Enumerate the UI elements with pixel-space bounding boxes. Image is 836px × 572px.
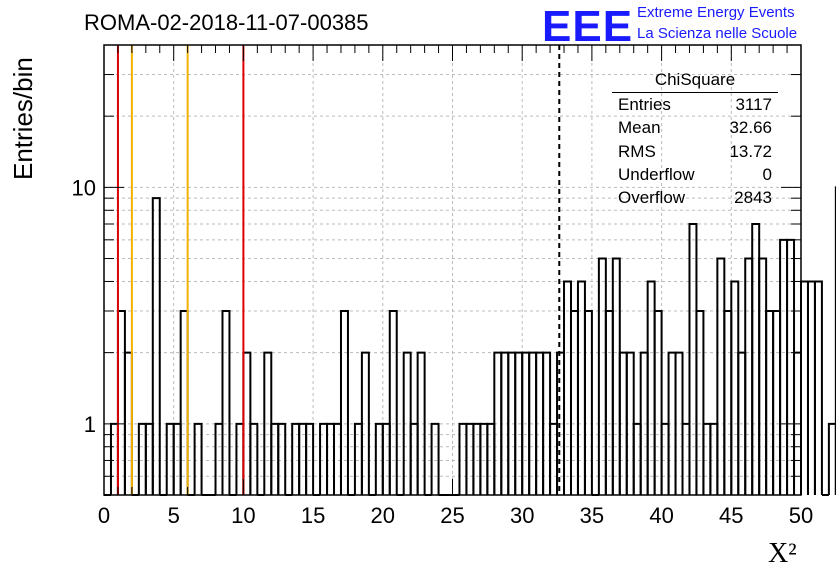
histogram-bar: [730, 280, 740, 495]
histogram-bar: [360, 351, 370, 495]
axis-ticks: [103, 44, 802, 496]
histogram-bar: [597, 257, 607, 495]
histogram-bar: [758, 257, 768, 495]
eee-logo: EEE: [542, 2, 634, 51]
histogram-bar: [716, 257, 726, 495]
y-tick-label: 10: [72, 175, 96, 200]
histogram-bar: [416, 351, 426, 495]
histogram-bar: [751, 222, 761, 495]
histogram-bar: [646, 280, 656, 495]
stats-box: ChiSquare Entries 3117 Mean 32.66 RMS 13…: [612, 70, 778, 209]
histogram-bar: [563, 280, 572, 495]
x-tick-label: 50: [789, 503, 813, 528]
histogram-bar: [827, 422, 836, 495]
stats-row-overflow: Overflow 2843: [612, 186, 778, 209]
tick-labels: 0 5 10 15 20 25 30 35 40 45 50 1 10: [72, 175, 814, 528]
brand-line-1: Extreme Energy Events: [637, 4, 795, 21]
stats-label: Underflow: [618, 164, 695, 184]
histogram-bar: [179, 310, 189, 495]
histogram-bar: [388, 310, 398, 495]
histogram-bar: [277, 422, 287, 495]
x-tick-label: 40: [649, 503, 673, 528]
histogram-bar: [688, 222, 698, 495]
histogram-bar: [604, 310, 614, 495]
histogram-bar: [813, 280, 823, 495]
stats-row-mean: Mean 32.66: [612, 116, 778, 139]
histogram-bar: [744, 257, 754, 495]
histogram-bar: [779, 238, 789, 495]
histogram-bar: [116, 310, 126, 495]
x-tick-label: 5: [168, 503, 180, 528]
histogram-bar: [806, 280, 816, 495]
x-tick-label: 10: [231, 503, 255, 528]
histogram-bar: [723, 310, 733, 495]
histogram-bar: [305, 422, 315, 495]
chart-title: ROMA-02-2018-11-07-00385: [84, 10, 369, 35]
histogram-bar: [569, 310, 579, 495]
stats-value: 0: [762, 164, 772, 184]
stats-row-entries: Entries 3117: [612, 93, 778, 116]
histogram-bar: [765, 310, 775, 495]
stats-row-underflow: Underflow 0: [612, 163, 778, 186]
histogram-bar: [695, 310, 705, 495]
stats-label: RMS: [618, 141, 656, 161]
brand-line-2: La Scienza nelle Scuole: [637, 25, 798, 42]
histogram-bar: [151, 197, 161, 495]
x-tick-label: 15: [301, 503, 325, 528]
histogram-bar: [611, 257, 621, 495]
histogram-bar: [249, 422, 259, 495]
x-tick-label: 0: [98, 503, 110, 528]
stats-row-rms: RMS 13.72: [612, 140, 778, 163]
histogram-bar: [800, 280, 809, 495]
stats-label: Entries: [618, 95, 671, 114]
histogram-bar: [786, 238, 796, 495]
stats-value: 32.66: [729, 118, 772, 138]
histogram-bar: [653, 310, 663, 495]
stats-label: Mean: [618, 118, 661, 138]
x-tick-label: 25: [440, 503, 464, 528]
stats-title: ChiSquare: [612, 70, 778, 93]
histogram-bar: [193, 422, 203, 495]
x-tick-label: 35: [580, 503, 604, 528]
stats-label: Overflow: [618, 188, 686, 208]
y-tick-label: 1: [84, 412, 96, 437]
x-tick-label: 45: [719, 503, 743, 528]
histogram-bar: [583, 310, 593, 495]
histogram-bar: [576, 280, 586, 495]
histogram-bar: [430, 422, 440, 495]
stats-value: 13.72: [729, 141, 772, 161]
stats-value: 3117: [735, 95, 772, 114]
y-axis-label: Entries/bin: [8, 57, 38, 180]
x-tick-label: 20: [371, 503, 395, 528]
reference-lines: [116, 45, 561, 495]
x-tick-label: 30: [510, 503, 534, 528]
stats-value: 2843: [734, 188, 772, 208]
histogram-bar: [339, 310, 349, 495]
x-axis-label: X²: [768, 538, 797, 569]
histogram-bar: [772, 310, 782, 495]
histogram-bar: [221, 310, 231, 495]
